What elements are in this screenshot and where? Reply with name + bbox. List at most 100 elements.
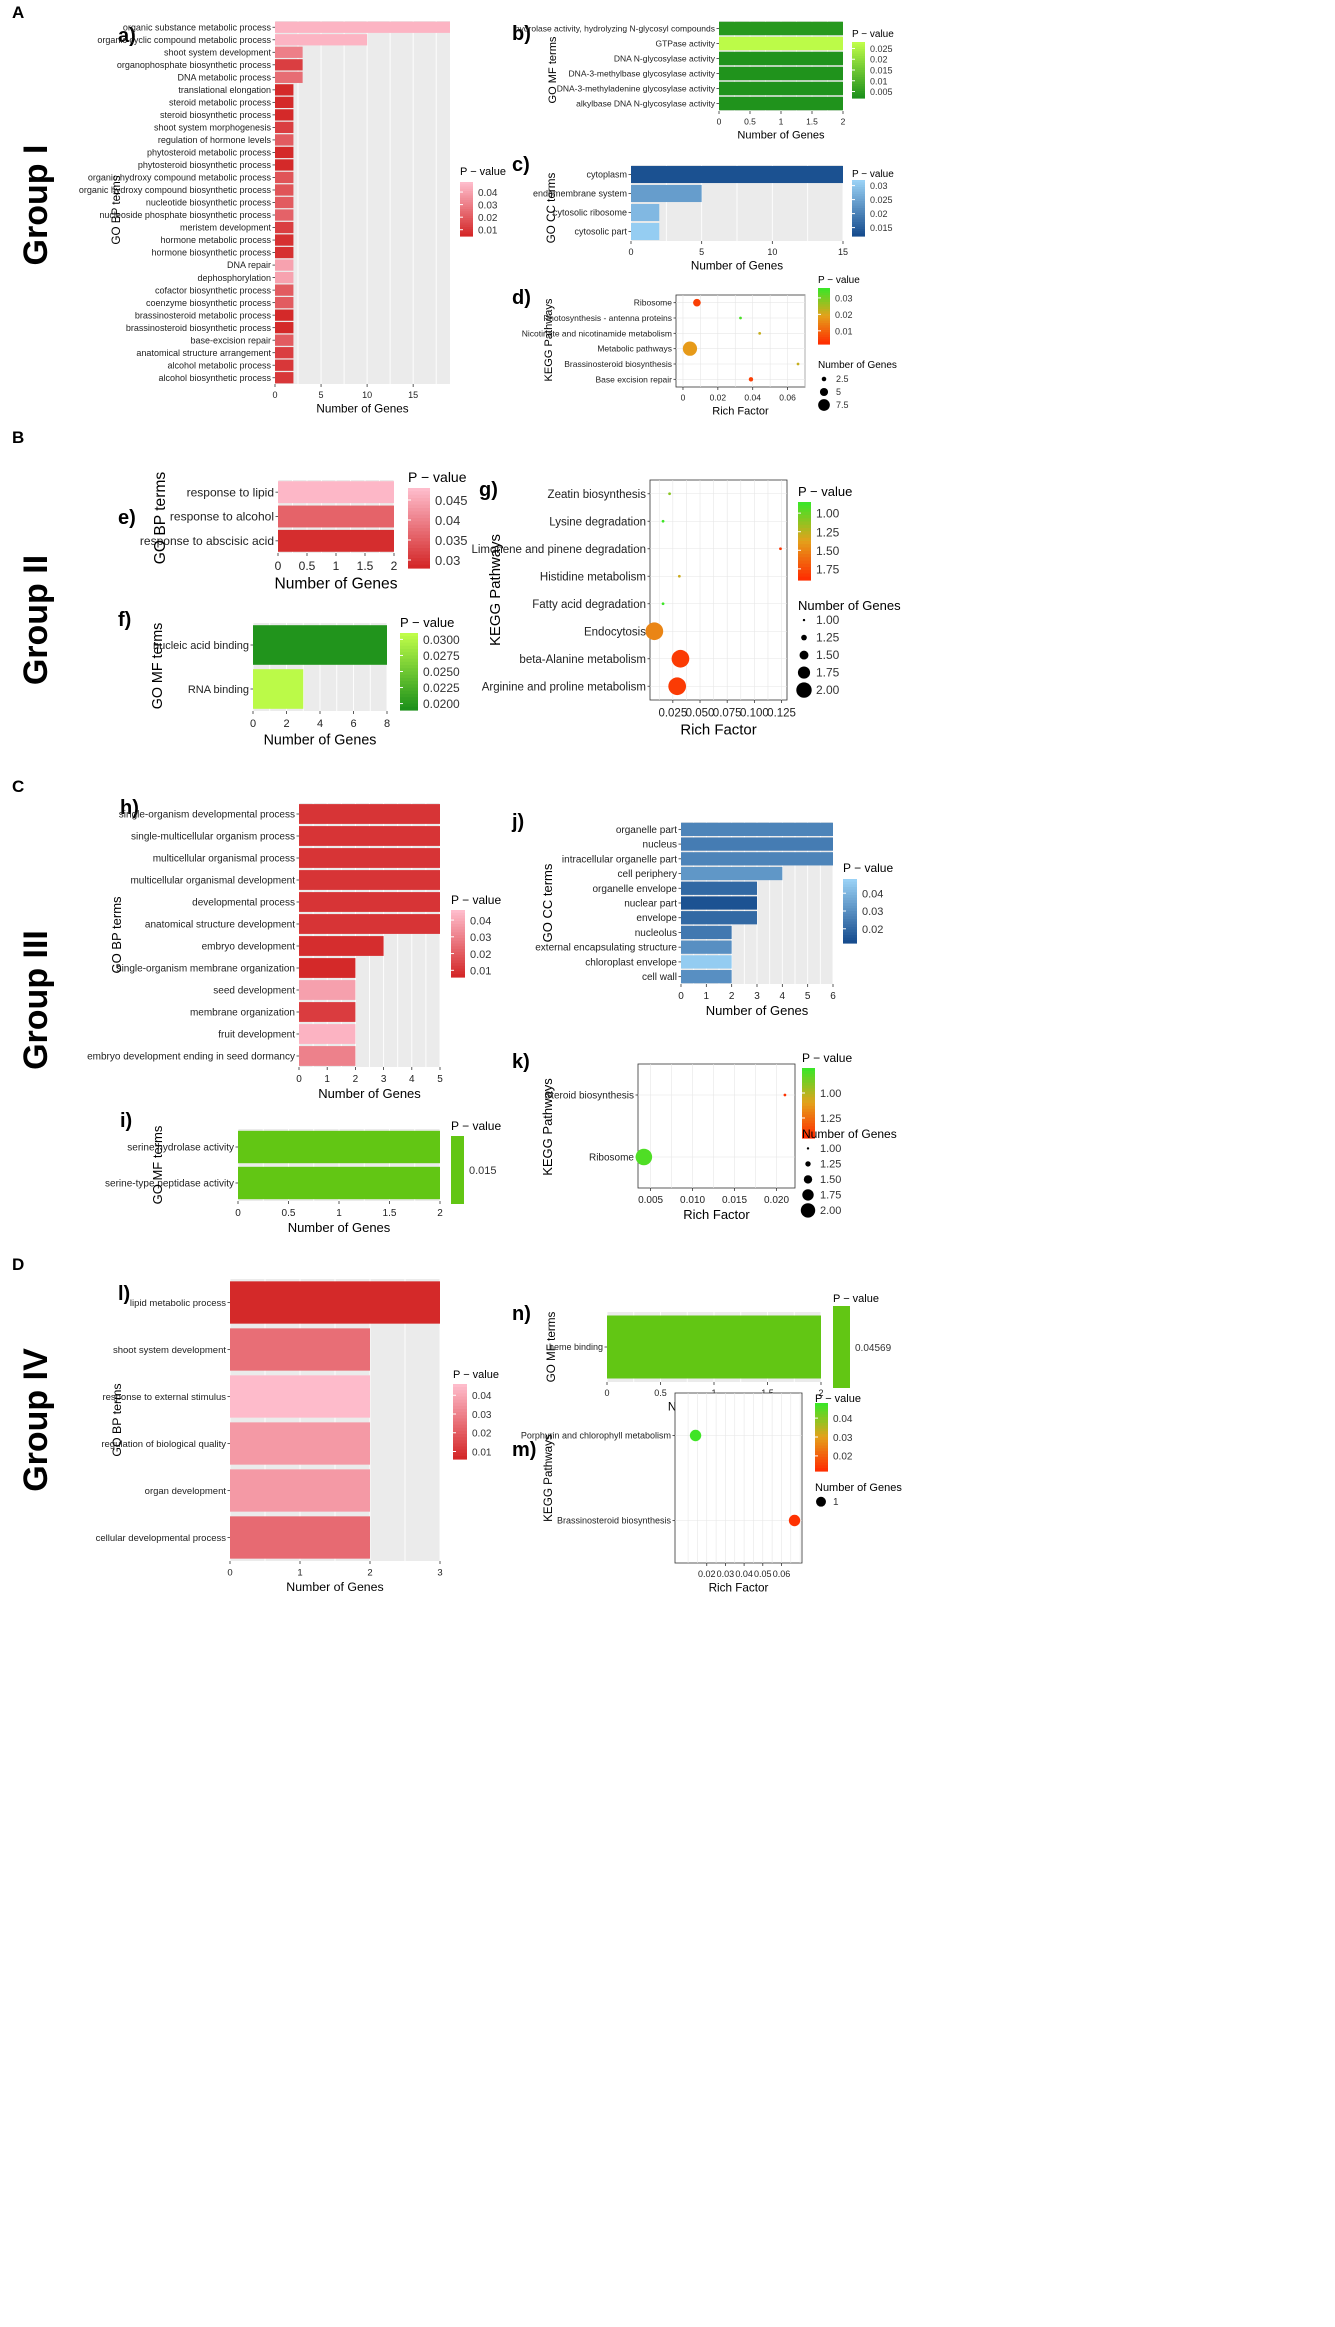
- x-axis-title: Number of Genes: [737, 130, 825, 142]
- colorbar-step: [852, 224, 865, 228]
- colorbar-step: [460, 233, 473, 237]
- x-tick-label: 0: [604, 1388, 609, 1398]
- group-label: Group IV: [17, 1348, 55, 1492]
- colorbar-step: [400, 652, 418, 657]
- colorbar-step: [798, 521, 811, 526]
- bar: [238, 1130, 440, 1164]
- x-tick-label: 2: [729, 991, 735, 1002]
- dot: [645, 622, 664, 641]
- colorbar-step: [802, 1129, 815, 1133]
- panel-f: f) nucleic acid binding RNA binding 0 2 4 6 8 Nu…: [118, 609, 390, 748]
- dot: [689, 1429, 702, 1442]
- category-label: Steroid biosynthesis: [545, 1091, 635, 1102]
- colorbar-step: [852, 79, 865, 83]
- size-legend-label: 2.00: [820, 1205, 841, 1217]
- category-label: single-multicellular organism process: [131, 832, 295, 843]
- colorbar-step: [460, 182, 473, 185]
- legend-tick: 0.025: [870, 44, 893, 54]
- colorbar-step: [798, 502, 811, 506]
- legend-tick: 0.015: [870, 223, 893, 233]
- bar: [275, 347, 294, 359]
- legend-tick: 0.04: [862, 888, 883, 900]
- x-axis-title: Number of Genes: [286, 1580, 383, 1594]
- bar: [275, 322, 294, 334]
- category-label: RNA binding: [188, 684, 249, 696]
- colorbar-step: [460, 188, 473, 192]
- colorbar-step: [818, 341, 830, 345]
- category-label: Limonene and pinene degradation: [471, 544, 646, 556]
- colorbar-step: [798, 541, 811, 545]
- colorbar-step: [400, 658, 418, 663]
- colorbar-step: [852, 208, 865, 211]
- bar: [275, 171, 294, 184]
- colorbar-step: [453, 1434, 467, 1438]
- category-label: meristem development: [180, 223, 272, 233]
- colorbar-step: [802, 1094, 815, 1098]
- size-legend-label: 2.00: [816, 683, 840, 697]
- colorbar-step: [852, 70, 865, 73]
- bar: [275, 221, 294, 234]
- panel-label: c): [512, 154, 530, 176]
- panel-label: h): [120, 797, 139, 819]
- colorbar-step: [400, 649, 418, 653]
- size-legend-dot: [821, 376, 827, 382]
- colorbar-step: [802, 1073, 815, 1078]
- legend-tick: 0.015: [870, 66, 893, 76]
- legend-tick: 0.015: [469, 1165, 497, 1177]
- x-axis-title: Number of Genes: [264, 732, 377, 748]
- category-label: multicellular organismal development: [130, 876, 295, 887]
- x-tick-label: 8: [384, 718, 390, 730]
- colorbar-step: [451, 926, 465, 931]
- dot: [677, 574, 681, 578]
- colorbar-step: [453, 1384, 467, 1388]
- bar: [275, 234, 294, 246]
- colorbar-step: [815, 1451, 828, 1455]
- group-letter-C: C: [12, 777, 24, 796]
- x-tick-label: 0.015: [722, 1195, 747, 1206]
- colorbar-step: [451, 943, 465, 947]
- colorbar-step: [818, 311, 830, 315]
- group-label: Group I: [17, 145, 55, 266]
- legend-tick: 0.03: [862, 906, 883, 918]
- colorbar-step: [802, 1117, 815, 1122]
- colorbar-step: [818, 313, 830, 317]
- legend-tick: 0.03: [835, 293, 853, 303]
- bar: [607, 1315, 821, 1379]
- x-tick-label: 0.5: [744, 117, 756, 127]
- category-label: coenzyme biosynthetic process: [146, 298, 272, 308]
- bar: [299, 892, 440, 912]
- bar: [719, 21, 843, 36]
- category-label: endomembrane system: [533, 189, 627, 199]
- colorbar-step: [852, 86, 865, 90]
- legend-tick: 0.02: [472, 1429, 492, 1440]
- bar: [681, 896, 757, 910]
- legend-tick: 1.25: [820, 1113, 841, 1125]
- bar: [275, 271, 294, 284]
- colorbar-step: [400, 697, 418, 701]
- size-legend-label: 5: [836, 387, 841, 397]
- x-tick-label: 5: [437, 1074, 443, 1085]
- colorbar-step: [852, 93, 865, 97]
- x-tick-label: 2: [367, 1568, 372, 1579]
- x-tick-label: 5: [805, 991, 811, 1002]
- colorbar-step: [818, 292, 830, 296]
- colorbar-step: [843, 921, 857, 925]
- legend-title: P − value: [815, 1393, 861, 1405]
- colorbar-step: [798, 518, 811, 523]
- category-label: Base excision repair: [595, 374, 672, 384]
- colorbar-step: [451, 932, 465, 936]
- category-label: Nicotinate and nicotinamide metabolism: [522, 328, 672, 338]
- panel-label: l): [118, 1283, 130, 1305]
- colorbar-step: [818, 306, 830, 310]
- colorbar-step: [802, 1126, 815, 1130]
- bar: [299, 848, 440, 868]
- legend-tick: 0.02: [870, 209, 888, 219]
- category-label: Metabolic pathways: [597, 344, 672, 354]
- bar: [631, 222, 660, 241]
- panel-label: j): [511, 811, 524, 833]
- colorbar-step: [818, 288, 830, 291]
- size-legend-dot: [801, 634, 807, 641]
- colorbar-step: [815, 1448, 828, 1452]
- category-label: Zeatin biosynthesis: [548, 489, 647, 501]
- colorbar-step: [815, 1414, 828, 1418]
